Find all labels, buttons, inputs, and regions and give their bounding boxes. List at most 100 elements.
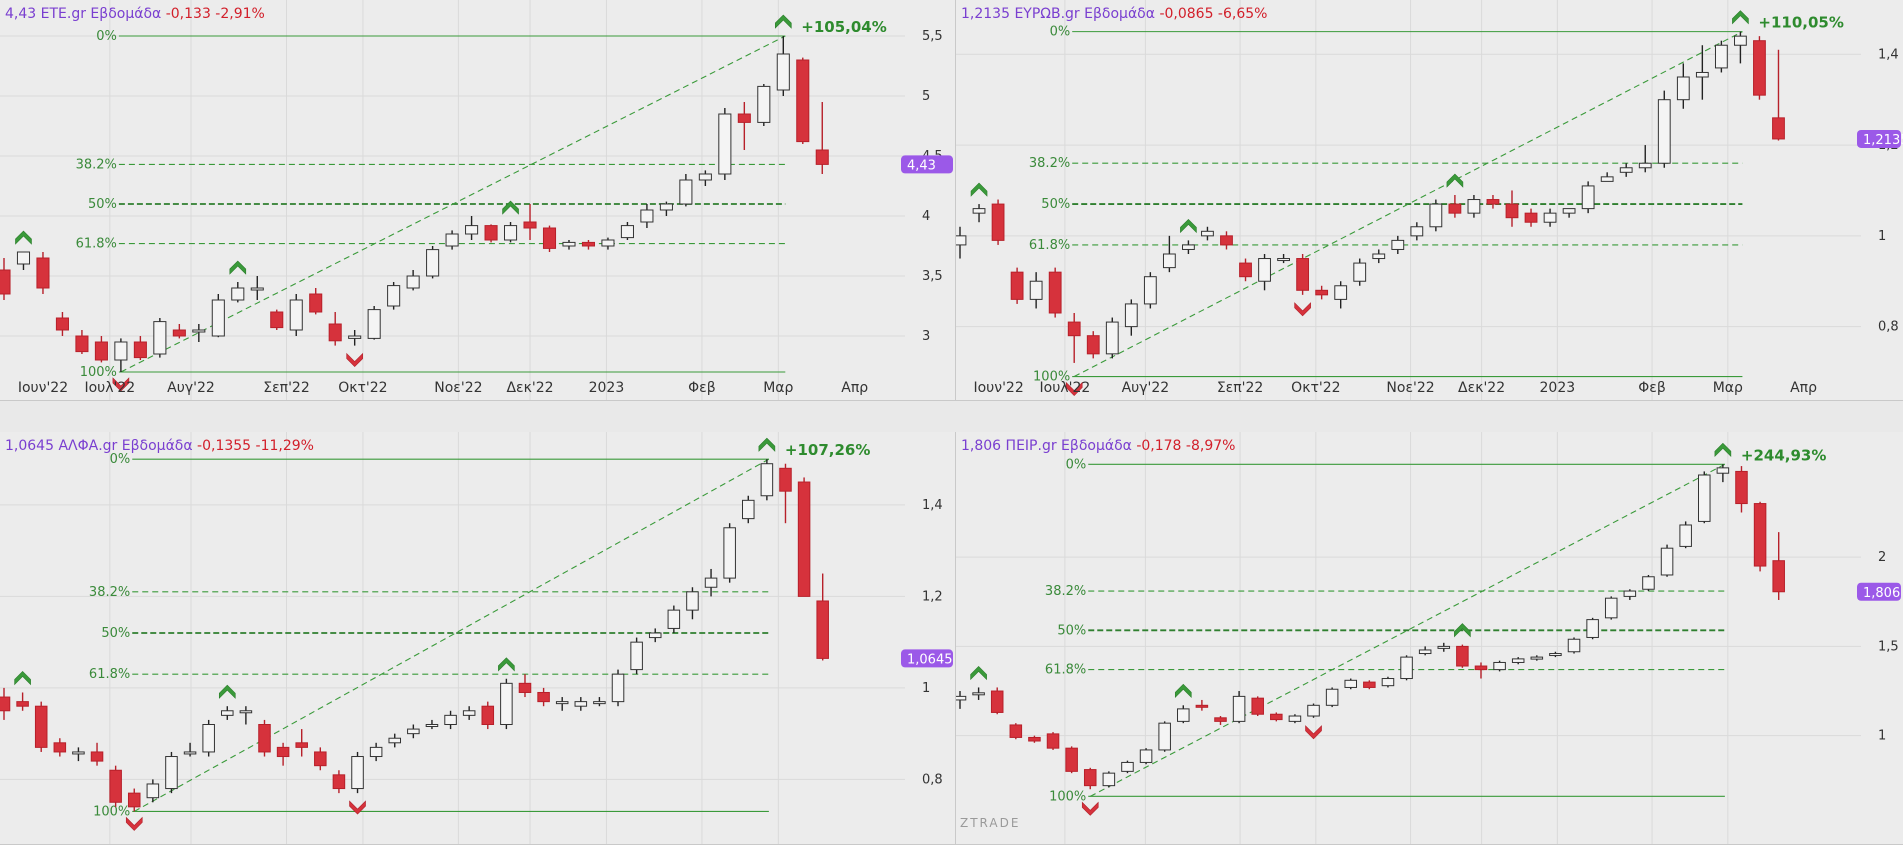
candle-body[interactable] [328,323,342,342]
candle-body[interactable] [1511,658,1525,663]
candle-body[interactable] [94,341,108,361]
candle-body[interactable] [90,751,104,762]
candle-body[interactable] [1429,203,1443,228]
candle-body[interactable] [679,179,693,205]
candle-body[interactable] [1315,289,1329,296]
candle-body[interactable] [972,208,986,214]
candle-body[interactable] [1543,212,1557,223]
candle-body[interactable] [1028,736,1041,742]
candle-body[interactable] [387,285,401,307]
candle-body[interactable] [484,225,498,241]
candle-body[interactable] [309,293,323,313]
candle-body[interactable] [601,239,615,247]
candle-body[interactable] [737,113,751,123]
chart-panel-ete[interactable]: 0%38.2%50%61.8%100%+105,04%5,554,543,534… [0,0,956,401]
candle-body[interactable] [593,701,606,705]
candle-body[interactable] [481,705,495,726]
candle-body[interactable] [1307,704,1320,717]
candle-body[interactable] [388,737,402,744]
candle-body[interactable] [1698,474,1711,522]
candle-body[interactable] [562,241,576,247]
candle-body[interactable] [53,742,67,753]
candle-body[interactable] [757,85,771,123]
candle-body[interactable] [1418,649,1432,655]
candle-body[interactable] [620,225,634,239]
candle-body[interactable] [1277,258,1290,262]
candle-body[interactable] [270,311,284,329]
candle-body[interactable] [1753,503,1767,567]
chart-panel-peir[interactable]: 0% 38.2% 50% 61.8% 100% +244,93% 2 1,5 1 1,806 1,… [956,432,1903,845]
candle-body[interactable] [146,783,160,799]
candle-body[interactable] [34,705,48,748]
candle-body[interactable] [1716,467,1730,474]
candle-body[interactable] [1381,678,1395,687]
candle-body[interactable] [211,299,225,337]
candle-body[interactable] [797,481,811,597]
candle-body[interactable] [72,751,85,755]
candle-body[interactable] [1334,285,1348,300]
candle-body[interactable] [1679,524,1692,547]
candle-body[interactable] [1046,733,1060,749]
candle-body[interactable] [816,600,829,659]
candle-body[interactable] [445,233,459,247]
candle-body[interactable] [55,317,69,331]
candle-body[interactable] [127,792,141,808]
candle-body[interactable] [956,695,967,701]
candle-body[interactable] [75,335,89,353]
candle-body[interactable] [192,329,206,333]
candle-body[interactable] [779,467,792,492]
candle-body[interactable] [407,728,420,735]
candle-body[interactable] [465,225,479,235]
candle-body[interactable] [1214,717,1227,722]
candle-body[interactable] [1270,713,1283,721]
candle-body[interactable] [1232,695,1246,722]
candle-body[interactable] [367,309,381,339]
candle-body[interactable] [250,287,264,291]
candle-body[interactable] [956,235,967,246]
candle-body[interactable] [1600,176,1614,182]
candle-body[interactable] [165,756,178,790]
candle-body[interactable] [1581,185,1595,210]
candle-body[interactable] [1048,271,1062,314]
candle-body[interactable] [289,299,303,331]
candle-body[interactable] [1177,708,1190,722]
candle-body[interactable] [648,632,662,639]
candle-body[interactable] [406,275,420,289]
candle-body[interactable] [0,269,11,295]
candle-body[interactable] [796,59,810,143]
candle-body[interactable] [426,249,440,277]
candle-body[interactable] [114,341,128,361]
candle-body[interactable] [640,209,654,223]
candle-body[interactable] [462,710,476,716]
candle-body[interactable] [1162,253,1176,269]
candle-body[interactable] [1493,661,1506,671]
candle-body[interactable] [425,724,439,727]
candle-body[interactable] [581,241,596,247]
candle-body[interactable] [1400,656,1413,680]
candle-body[interactable] [1083,769,1097,787]
chart-panel-alpha[interactable]: 0% 38.2% 50% 61.8% 100% +107,26% 1,4 1,2 1 0,8 1,0… [0,432,956,845]
candle-body[interactable] [1363,681,1376,688]
candle-body[interactable] [611,673,625,703]
candle-body[interactable] [704,577,718,588]
candle-body[interactable] [1010,271,1024,300]
candle-body[interactable] [1009,724,1023,738]
price-chart[interactable]: 0% 38.2% 50% 61.8% 100% +107,26% 1,4 1,2 1 0,8 1,0… [0,432,955,844]
candle-body[interactable] [667,609,681,629]
candle-body[interactable] [1676,76,1690,101]
candle-body[interactable] [314,751,327,767]
candle-body[interactable] [348,335,362,339]
header-symbol[interactable]: ΕΤΕ.gr Εβδομάδα [40,6,162,22]
candle-body[interactable] [1619,167,1633,173]
candle-body[interactable] [1524,212,1538,223]
candle-body[interactable] [202,724,215,753]
candle-body[interactable] [1220,235,1233,246]
candle-body[interactable] [16,251,31,265]
candle-body[interactable] [1344,679,1358,688]
candle-body[interactable] [1410,226,1424,237]
candle-body[interactable] [504,225,518,241]
candle-body[interactable] [718,113,732,175]
candle-body[interactable] [36,257,50,289]
candle-body[interactable] [1437,645,1451,649]
candle-body[interactable] [16,701,29,707]
